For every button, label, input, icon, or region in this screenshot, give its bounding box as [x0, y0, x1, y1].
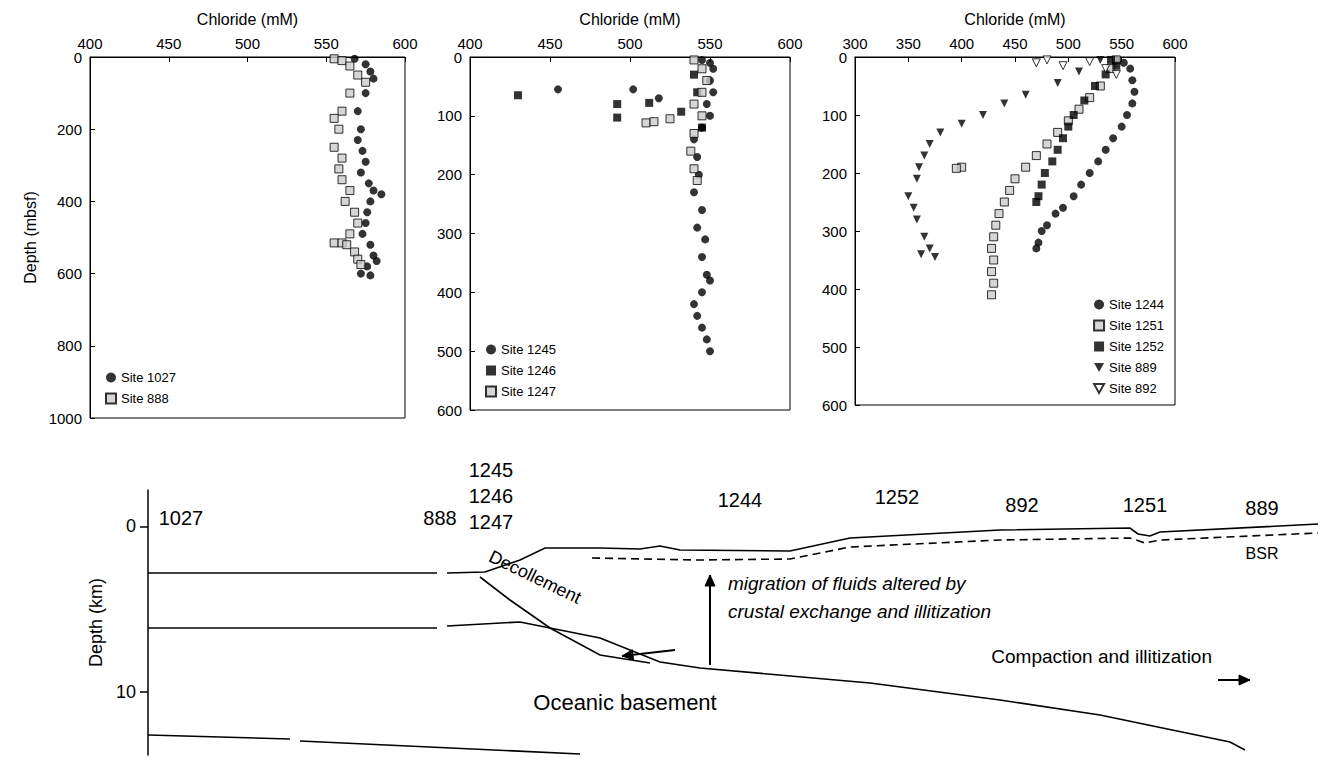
svg-text:450: 450 [1002, 35, 1027, 52]
svg-text:400: 400 [457, 35, 482, 52]
svg-text:200: 200 [57, 121, 82, 138]
svg-text:500: 500 [822, 339, 847, 356]
svg-text:500: 500 [437, 343, 462, 360]
svg-text:Site 1252: Site 1252 [1109, 339, 1164, 354]
svg-text:Site 1027: Site 1027 [121, 370, 176, 385]
svg-text:450: 450 [156, 35, 181, 52]
svg-text:0: 0 [73, 48, 82, 66]
svg-text:550: 550 [1109, 35, 1134, 52]
svg-text:600: 600 [822, 397, 847, 414]
svg-text:Decollement: Decollement [486, 546, 585, 608]
svg-text:892: 892 [1005, 494, 1038, 516]
svg-text:crustal exchange and illitizat: crustal exchange and illitization [728, 601, 991, 622]
svg-text:Compaction and illitization: Compaction and illitization [991, 646, 1212, 667]
svg-text:Chloride (mM): Chloride (mM) [197, 11, 298, 28]
svg-text:Chloride (mM): Chloride (mM) [964, 11, 1065, 28]
svg-text:1247: 1247 [469, 511, 514, 533]
svg-text:1000: 1000 [49, 410, 82, 427]
svg-text:550: 550 [314, 35, 339, 52]
svg-text:0: 0 [126, 516, 136, 536]
svg-text:Site 1245: Site 1245 [501, 342, 556, 357]
svg-text:Site 1251: Site 1251 [1109, 318, 1164, 333]
svg-text:400: 400 [57, 193, 82, 210]
svg-text:200: 200 [437, 166, 462, 183]
svg-text:600: 600 [57, 265, 82, 282]
svg-text:600: 600 [437, 402, 462, 419]
svg-text:300: 300 [822, 223, 847, 240]
svg-text:450: 450 [537, 35, 562, 52]
svg-text:Site 1244: Site 1244 [1109, 297, 1164, 312]
svg-text:100: 100 [822, 107, 847, 124]
svg-text:200: 200 [822, 165, 847, 182]
svg-text:Chloride (mM): Chloride (mM) [579, 11, 680, 28]
svg-text:Site 1246: Site 1246 [501, 363, 556, 378]
svg-text:Depth (km): Depth (km) [86, 578, 106, 667]
svg-text:400: 400 [949, 35, 974, 52]
svg-text:400: 400 [77, 35, 102, 52]
svg-text:1246: 1246 [469, 485, 514, 507]
svg-text:600: 600 [1162, 35, 1187, 52]
svg-text:0: 0 [453, 48, 462, 66]
svg-text:Site 1247: Site 1247 [501, 384, 556, 399]
svg-text:Site 888: Site 888 [121, 391, 169, 406]
svg-text:500: 500 [1056, 35, 1081, 52]
svg-text:BSR: BSR [1246, 545, 1279, 562]
svg-text:1244: 1244 [718, 489, 763, 511]
svg-text:550: 550 [697, 35, 722, 52]
svg-text:800: 800 [57, 337, 82, 354]
svg-text:migration of fluids altered by: migration of fluids altered by [728, 573, 967, 594]
svg-text:1252: 1252 [875, 486, 920, 508]
svg-text:10: 10 [116, 682, 136, 702]
svg-text:1251: 1251 [1123, 494, 1168, 516]
svg-text:Site 889: Site 889 [1109, 360, 1157, 375]
svg-text:889: 889 [1245, 497, 1278, 519]
svg-text:Site 892: Site 892 [1109, 381, 1157, 396]
svg-text:Depth (mbsf): Depth (mbsf) [22, 191, 39, 283]
svg-text:400: 400 [822, 281, 847, 298]
svg-text:500: 500 [235, 35, 260, 52]
svg-text:Oceanic basement: Oceanic basement [533, 690, 716, 715]
svg-text:600: 600 [777, 35, 802, 52]
svg-text:888: 888 [423, 507, 456, 529]
svg-text:400: 400 [437, 284, 462, 301]
svg-text:300: 300 [437, 225, 462, 242]
svg-text:1245: 1245 [469, 459, 514, 481]
svg-text:0: 0 [838, 48, 847, 66]
svg-text:500: 500 [617, 35, 642, 52]
svg-text:300: 300 [842, 35, 867, 52]
svg-text:350: 350 [896, 35, 921, 52]
svg-text:600: 600 [392, 35, 417, 52]
svg-text:1027: 1027 [159, 507, 204, 529]
svg-text:100: 100 [437, 107, 462, 124]
